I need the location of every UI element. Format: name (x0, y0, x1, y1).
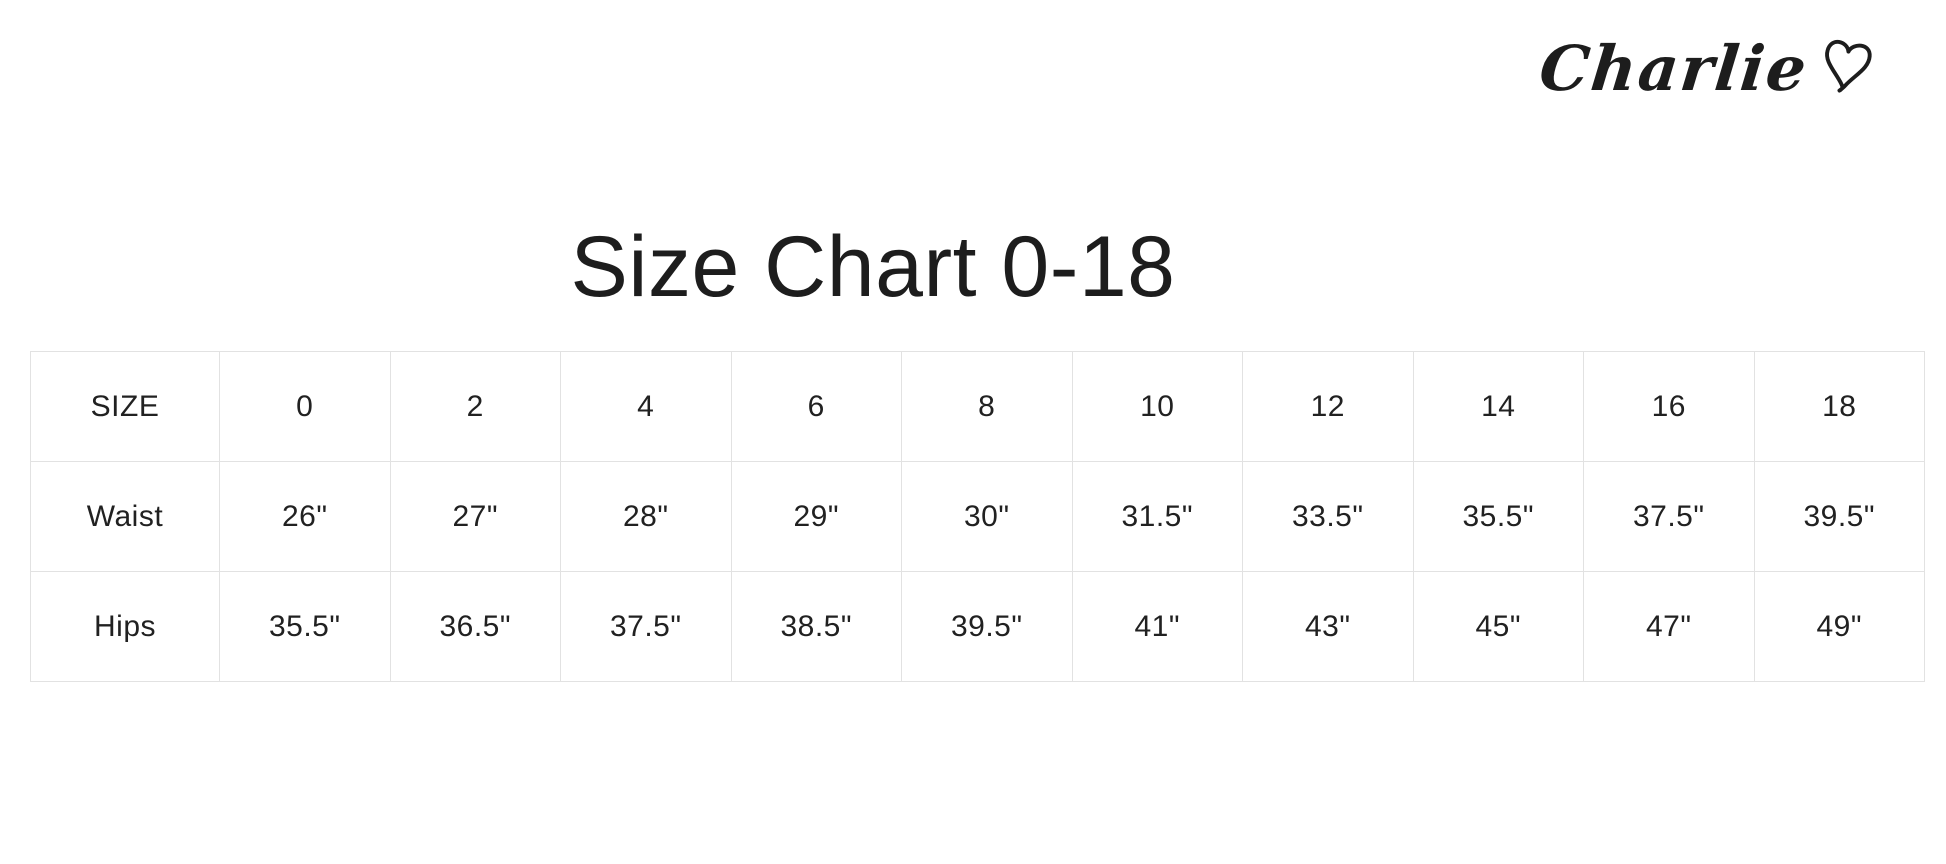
header-cell-size-5: 8 (901, 351, 1073, 462)
table-body: Waist 26" 27" 28" 29" 30" 31.5" 33.5" 35.5" 37.5"… (30, 461, 1925, 682)
row-label-cell: Hips (30, 571, 220, 682)
measurement-value-cell: 39.5" (901, 571, 1073, 682)
measurement-value-cell: 33.5" (1242, 461, 1414, 572)
table-row-hips: Hips 35.5" 36.5" 37.5" 38.5" 39.5" 41" 43" 45" 47… (30, 571, 1925, 682)
header-cell-size-1: 0 (219, 351, 391, 462)
measurement-value-cell: 35.5" (219, 571, 391, 682)
measurement-value-cell: 41" (1071, 571, 1243, 682)
header-cell-size-label: SIZE (30, 351, 220, 462)
measurement-value-cell: 27" (389, 461, 561, 572)
size-chart-table: SIZE 0 2 4 6 8 10 12 14 16 18 Waist 26" 27" 28" 29" 30"… (30, 351, 1925, 682)
measurement-value-cell: 28" (560, 461, 732, 572)
table-row-waist: Waist 26" 27" 28" 29" 30" 31.5" 33.5" 35.5" 37.5"… (30, 461, 1925, 572)
measurement-value-cell: 49" (1753, 571, 1925, 682)
measurement-value-cell: 43" (1242, 571, 1414, 682)
header-cell-size-2: 2 (389, 351, 561, 462)
header-cell-size-4: 6 (730, 351, 902, 462)
measurement-value-cell: 45" (1412, 571, 1584, 682)
measurement-value-cell: 30" (901, 461, 1073, 572)
heart-icon (1825, 39, 1872, 93)
measurement-value-cell: 31.5" (1071, 461, 1243, 572)
header-cell-size-10: 18 (1753, 351, 1925, 462)
measurement-value-cell: 47" (1583, 571, 1755, 682)
page-title: Size Chart 0-18 (570, 219, 1176, 315)
measurement-value-cell: 37.5" (560, 571, 732, 682)
header-cell-size-9: 16 (1583, 351, 1755, 462)
header-cell-size-6: 10 (1071, 351, 1243, 462)
table-head: SIZE 0 2 4 6 8 10 12 14 16 18 (30, 351, 1925, 462)
table-header-row: SIZE 0 2 4 6 8 10 12 14 16 18 (30, 351, 1925, 462)
header-cell-size-8: 14 (1412, 351, 1584, 462)
measurement-value-cell: 35.5" (1412, 461, 1584, 572)
measurement-value-cell: 39.5" (1753, 461, 1925, 572)
header-cell-size-3: 4 (560, 351, 732, 462)
charlieb-logo-text: Charlie (1536, 32, 1812, 105)
measurement-value-cell: 29" (730, 461, 902, 572)
charlieb-logo: Charlie (1536, 32, 1872, 105)
measurement-value-cell: 37.5" (1583, 461, 1755, 572)
measurement-value-cell: 36.5" (389, 571, 561, 682)
measurement-value-cell: 26" (219, 461, 391, 572)
header-cell-size-7: 12 (1242, 351, 1414, 462)
row-label-cell: Waist (30, 461, 220, 572)
measurement-value-cell: 38.5" (730, 571, 902, 682)
